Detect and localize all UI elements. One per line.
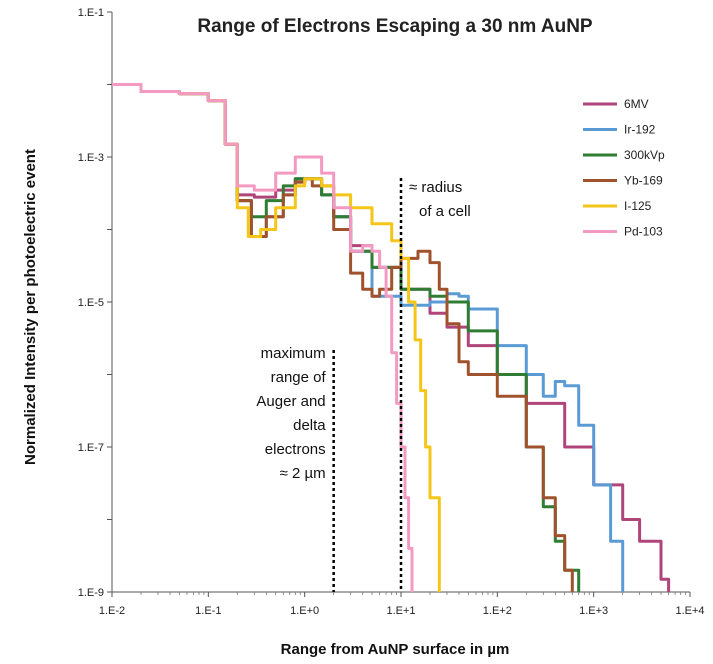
cell-radius-label-line: ≈ radius [409,179,462,196]
auger-label-line: electrons [265,441,326,458]
cell-radius-label-line: of a cell [419,203,471,220]
y-tick-label: 1.E-3 [78,152,104,164]
legend-label: I-125 [624,199,652,213]
series-line-pd-103 [112,83,414,592]
y-tick-label: 1.E-1 [78,7,104,19]
legend-label: Yb-169 [624,174,663,188]
y-tick-label: 1.E-7 [78,442,104,454]
auger-label-line: range of [271,369,327,386]
series-line-ir-192 [112,83,625,592]
legend-label: Pd-103 [624,225,663,239]
x-tick-label: 1.E+2 [483,605,512,617]
series-group [112,83,671,592]
x-tick-label: 1.E-1 [195,605,221,617]
y-tick-label: 1.E-5 [78,297,104,309]
chart-title: Range of Electrons Escaping a 30 nm AuNP [197,16,593,37]
x-tick-label: 1.E+3 [579,605,608,617]
legend: 6MV Ir-192 300kVp Yb-169 I-125 Pd-103 [583,97,665,239]
auger-label-line: delta [293,417,326,434]
x-tick-label: 1.E+4 [675,605,704,617]
y-axis-title: Normalized Intensity per photoelectric e… [22,149,39,465]
x-tick-label: 1.E+0 [290,605,319,617]
x-axis-title: Range from AuNP surface in µm [281,641,510,658]
y-tick-label: 1.E-9 [78,587,104,599]
x-tick-label: 1.E+1 [386,605,415,617]
legend-label: 6MV [624,97,649,111]
series-line-300kvp [112,83,581,592]
series-line-yb-169 [112,83,574,592]
ticks: 1.E-2 1.E-1 1.E+0 1.E+1 1.E+2 1.E+3 1.E+4 1.E-9… [78,7,705,617]
auger-label-line: maximum [261,345,326,362]
legend-label: 300kVp [624,148,665,162]
auger-label-line: Auger and [256,393,325,410]
auger-label-line: ≈ 2 µm [280,465,326,482]
legend-label: Ir-192 [624,123,656,137]
annotations: ≈ radius of a cell maximum range of Auger an… [256,178,471,592]
x-tick-label: 1.E-2 [99,605,125,617]
